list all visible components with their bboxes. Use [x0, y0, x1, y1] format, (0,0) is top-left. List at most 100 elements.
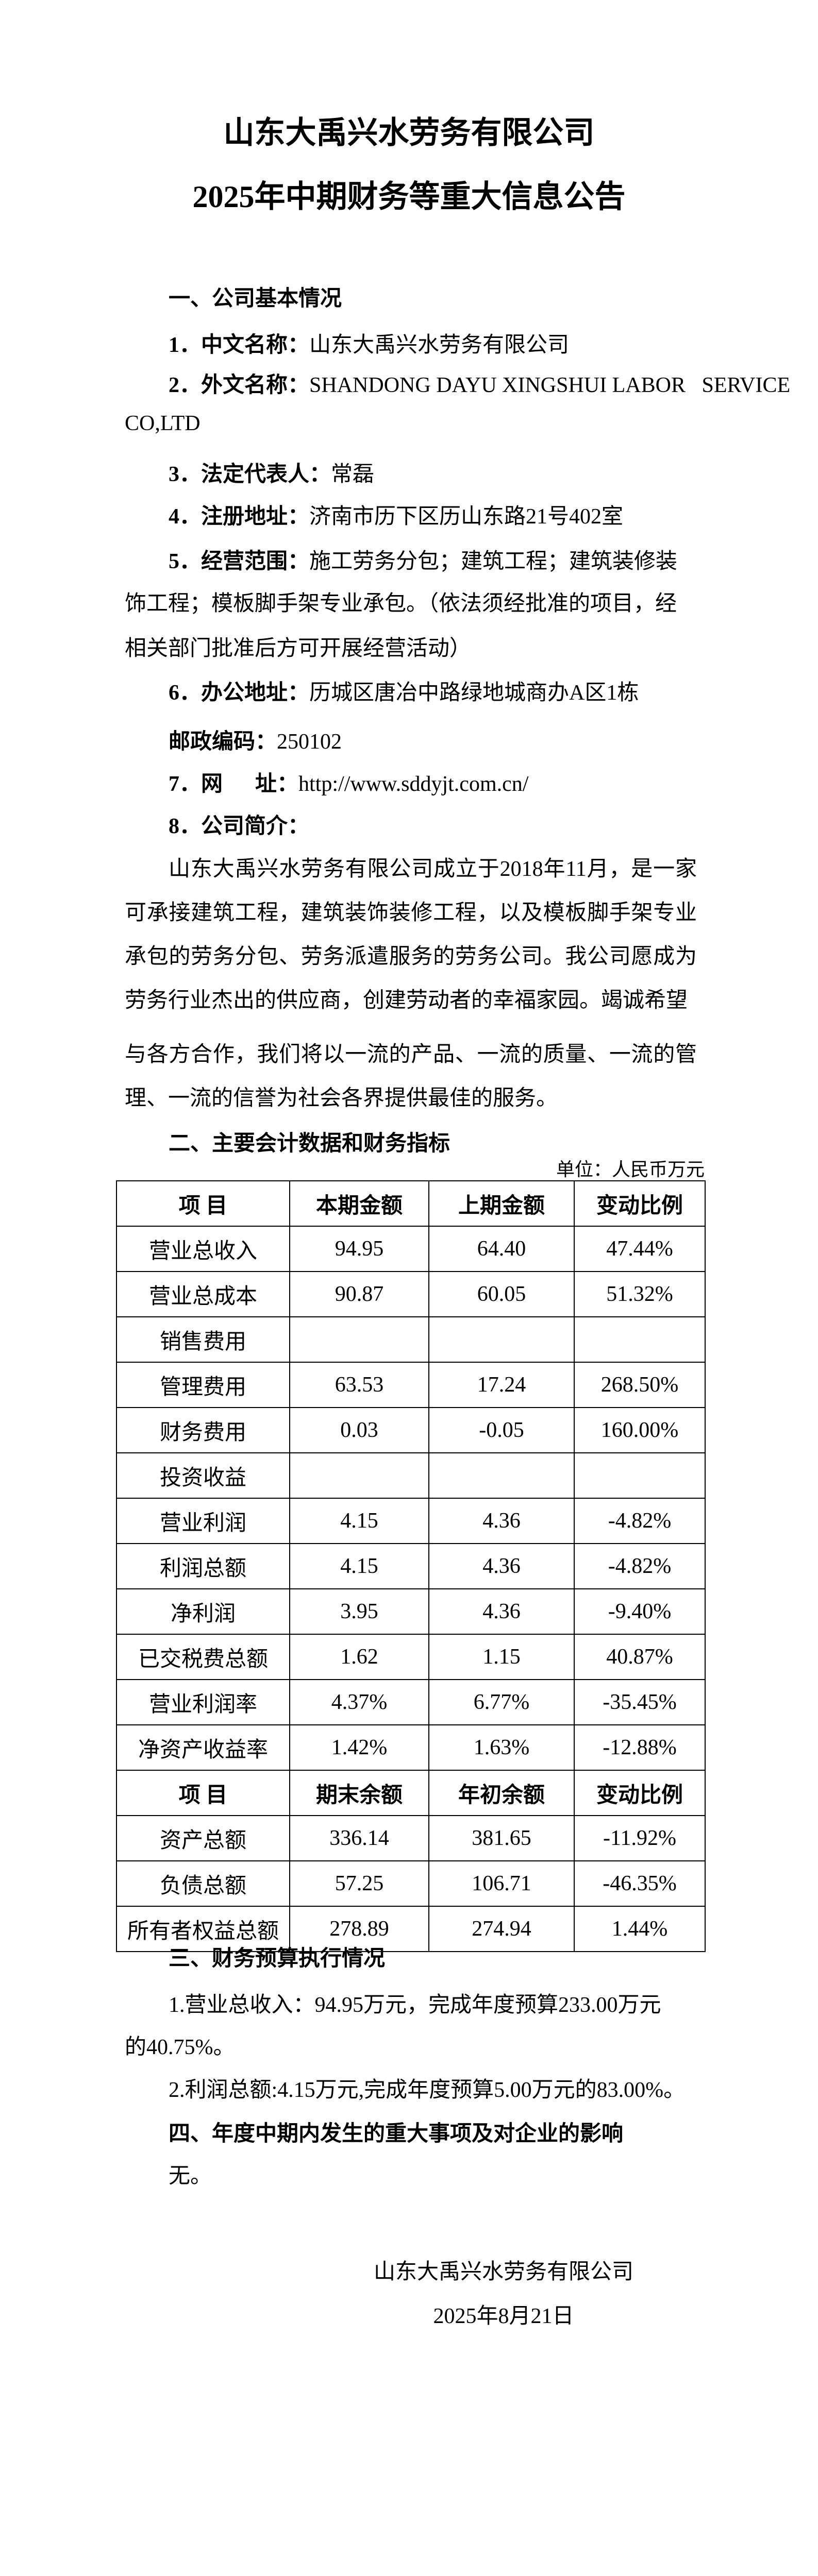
budget-revenue: 1.营业总收入：94.95万元，完成年度预算233.00万元: [169, 1993, 661, 2017]
value: 济南市历下区历山东路21号402室: [309, 505, 624, 529]
cell-current: 1.62: [289, 1634, 429, 1680]
section4-body: 无。: [169, 2164, 212, 2188]
cell-change: 变动比例: [574, 1770, 706, 1816]
label: 邮政编码：: [169, 730, 277, 754]
item-website: 7．网 址：http://www.sddyjt.com.cn/: [169, 762, 741, 806]
cell-change: -11.92%: [574, 1815, 706, 1861]
cell-item: 投资收益: [116, 1452, 290, 1499]
signature-company: 山东大禹兴水劳务有限公司: [373, 2260, 633, 2284]
section3-heading: 三、财务预算执行情况: [169, 1947, 386, 1971]
cell-change: [574, 1316, 706, 1363]
section1-heading: 一、公司基本情况: [169, 287, 342, 311]
section4-heading: 四、年度中期内发生的重大事项及对企业的影响: [169, 2122, 624, 2146]
value: 山东大禹兴水劳务有限公司: [309, 333, 570, 357]
cell-change: 160.00%: [574, 1407, 706, 1453]
cell-current: 4.15: [289, 1543, 429, 1589]
label: 7．网 址：: [169, 772, 299, 796]
item-foreign-name-cont: CO,LTD: [125, 412, 201, 435]
item-chinese-name: 1．中文名称：山东大禹兴水劳务有限公司: [169, 324, 741, 367]
cell-item: 销售费用: [116, 1316, 290, 1363]
cell-item: 营业总收入: [116, 1226, 290, 1272]
cell-change: 268.50%: [574, 1362, 706, 1408]
label: 8．公司简介：: [169, 815, 310, 838]
cell-previous: 1.15: [428, 1634, 575, 1680]
label: 5．经营范围：: [169, 550, 310, 573]
item-business-scope-cont2: 相关部门批准后方可开展经营活动）: [125, 637, 472, 660]
cell-change: [574, 1452, 706, 1499]
item-intro-label: 8．公司简介：: [169, 805, 741, 848]
table-row: 财务费用 0.03 -0.05 160.00%: [116, 1407, 706, 1453]
table-row: 管理费用 63.53 17.24 268.50%: [116, 1362, 706, 1408]
table-row: 销售费用: [116, 1316, 706, 1363]
cell-item: 营业总成本: [116, 1271, 290, 1317]
value: 历城区唐冶中路绿地城商办A区1栋: [309, 681, 639, 705]
table-row: 所有者权益总额 278.89 274.94 1.44%: [116, 1906, 706, 1952]
cell-current: 4.15: [289, 1498, 429, 1544]
cell-change: 47.44%: [574, 1226, 706, 1272]
cell-previous: 4.36: [428, 1498, 575, 1544]
cell-current: [289, 1316, 429, 1363]
label: 1．中文名称：: [169, 333, 310, 357]
cell-current: 1.42%: [289, 1724, 429, 1771]
cell-previous: 274.94: [428, 1906, 575, 1952]
item-postcode: 邮政编码：250102: [169, 720, 741, 764]
item-foreign-name: 2．外文名称：SHANDONG DAYU XINGSHUI LABOR SERV…: [169, 364, 790, 407]
item-business-scope: 5．经营范围：施工劳务分包；建筑工程；建筑装修装: [169, 540, 741, 583]
cell-previous: 1.63%: [428, 1724, 575, 1771]
cell-item: 项 目: [116, 1770, 290, 1816]
table-header-row: 项 目期末余额 年初余额 变动比例: [116, 1770, 706, 1816]
table-row: 营业利润 4.15 4.36 -4.82%: [116, 1498, 706, 1544]
cell-current: 3.95: [289, 1588, 429, 1635]
financial-table: 项 目本期金额 上期金额 变动比例 营业总收入 94.95 64.40 47.44% 营业总成…: [116, 1180, 706, 1952]
cell-change: -12.88%: [574, 1724, 706, 1771]
table-header-row: 项 目本期金额 上期金额 变动比例: [116, 1180, 706, 1227]
cell-current: 278.89: [289, 1906, 429, 1952]
table-row: 资产总额 336.14 381.65 -11.92%: [116, 1815, 706, 1861]
cell-previous: [428, 1452, 575, 1499]
cell-previous: 381.65: [428, 1815, 575, 1861]
table-row: 净资产收益率 1.42% 1.63% -12.88%: [116, 1724, 706, 1771]
cell-item: 负债总额: [116, 1860, 290, 1907]
cell-item: 净利润: [116, 1588, 290, 1635]
cell-change: 40.87%: [574, 1634, 706, 1680]
doc-title-company: 山东大禹兴水劳务有限公司: [223, 116, 595, 150]
value: 常磊: [331, 463, 375, 486]
item-legal-rep: 3．法定代表人：常磊: [169, 453, 741, 496]
website-link[interactable]: http://www.sddyjt.com.cn/: [298, 772, 529, 796]
company-intro-part2: 与各方合作，我们将以一流的产品、一流的质量、一流的管理、一流的信誉为社会各界提供…: [125, 1043, 697, 1110]
table-row: 营业总成本 90.87 60.05 51.32%: [116, 1271, 706, 1317]
cell-item: 营业利润率: [116, 1679, 290, 1725]
cell-change: -4.82%: [574, 1543, 706, 1589]
table-row: 投资收益: [116, 1452, 706, 1499]
cell-previous: 6.77%: [428, 1679, 575, 1725]
label: 6．办公地址：: [169, 681, 310, 705]
cell-current: 336.14: [289, 1815, 429, 1861]
cell-item: 项 目: [116, 1180, 290, 1227]
cell-change: -9.40%: [574, 1588, 706, 1635]
label: 2．外文名称：: [169, 374, 310, 397]
company-intro-part1: 山东大禹兴水劳务有限公司成立于2018年11月，是一家可承接建筑工程，建筑装饰装…: [125, 857, 697, 1012]
cell-previous: [428, 1316, 575, 1363]
table-row: 已交税费总额 1.62 1.15 40.87%: [116, 1634, 706, 1680]
cell-previous: 4.36: [428, 1588, 575, 1635]
value: SHANDONG DAYU XINGSHUI LABOR SERVICE: [309, 374, 791, 397]
label: 3．法定代表人：: [169, 463, 331, 486]
cell-current: 4.37%: [289, 1679, 429, 1725]
label: 4．注册地址：: [169, 505, 310, 529]
cell-item: 财务费用: [116, 1407, 290, 1453]
table-row: 利润总额 4.15 4.36 -4.82%: [116, 1543, 706, 1589]
cell-current: [289, 1452, 429, 1499]
cell-change: -4.82%: [574, 1498, 706, 1544]
cell-change: 变动比例: [574, 1180, 706, 1227]
signature-date: 2025年8月21日: [433, 2304, 574, 2328]
cell-previous: 4.36: [428, 1543, 575, 1589]
cell-item: 营业利润: [116, 1498, 290, 1544]
item-office-address: 6．办公地址：历城区唐冶中路绿地城商办A区1栋: [169, 671, 741, 715]
cell-current: 0.03: [289, 1407, 429, 1453]
section2-heading: 二、主要会计数据和财务指标: [169, 1132, 450, 1156]
cell-previous: -0.05: [428, 1407, 575, 1453]
value: 250102: [277, 730, 342, 754]
cell-current: 63.53: [289, 1362, 429, 1408]
cell-current: 期末余额: [289, 1770, 429, 1816]
item-business-scope-cont: 饰工程；模板脚手架专业承包。（依法须经批准的项目，经: [125, 592, 677, 616]
